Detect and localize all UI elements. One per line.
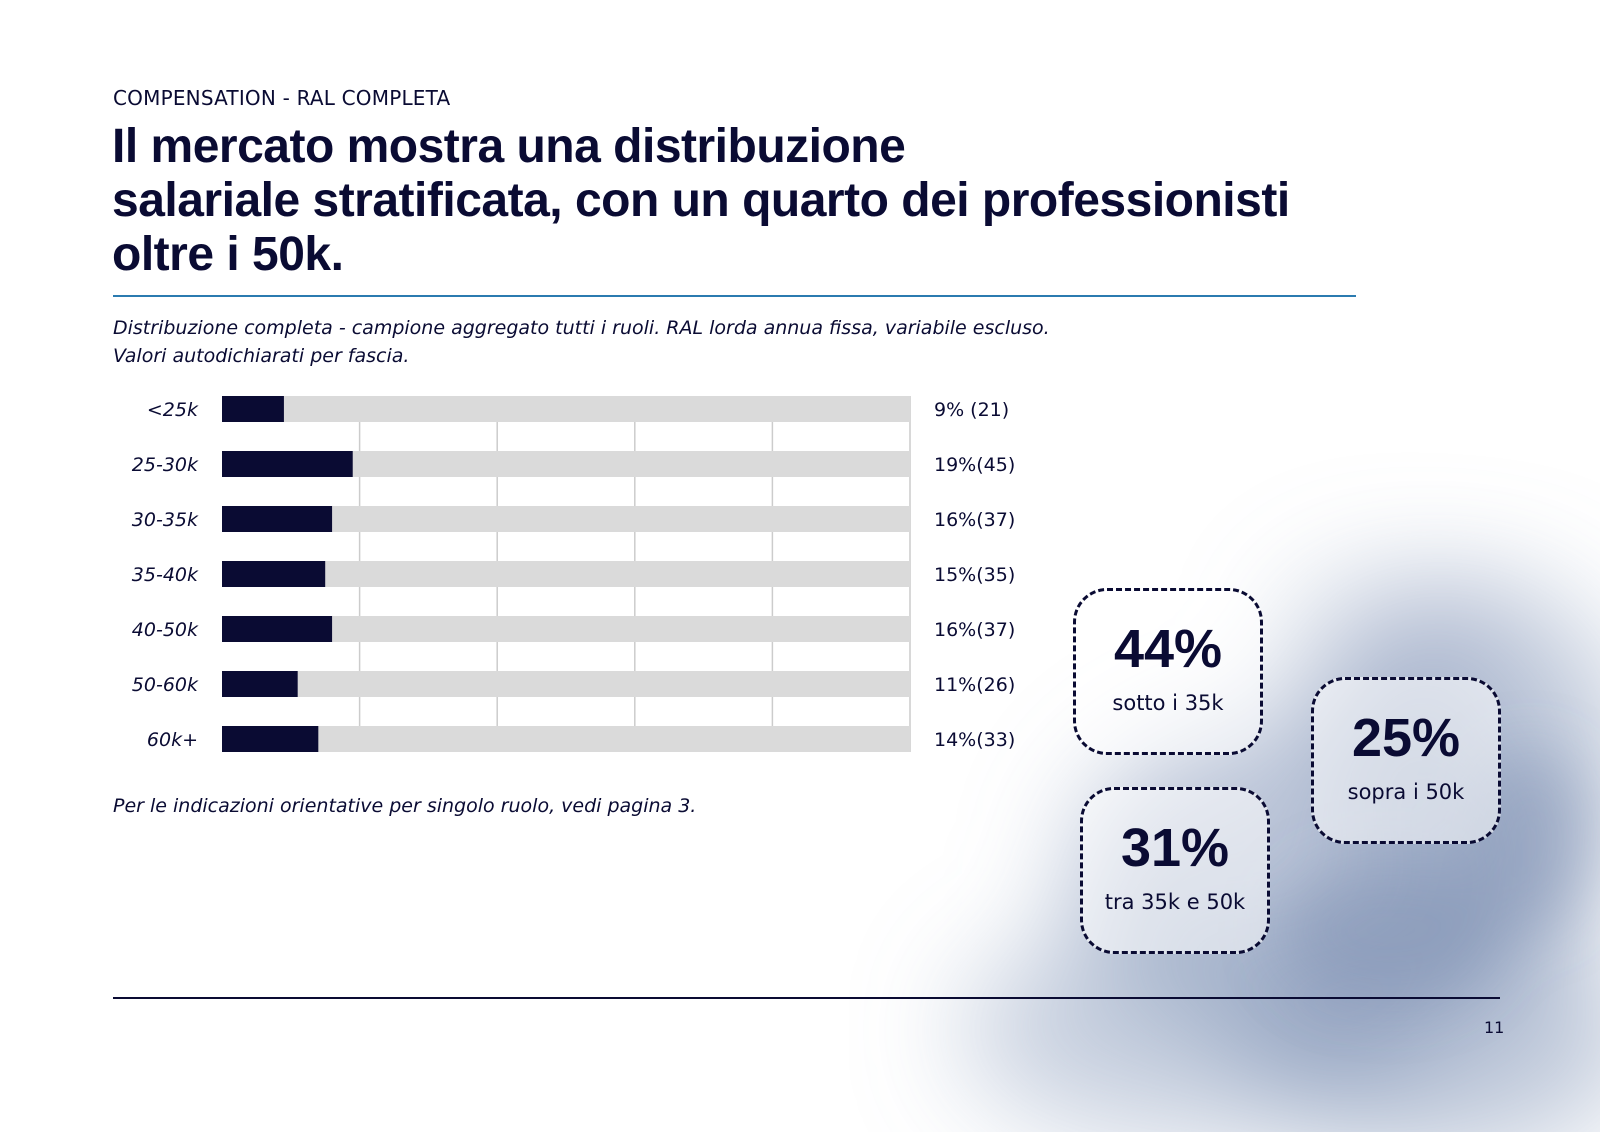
bar-track: [222, 616, 910, 642]
category-label: 25-30k: [132, 454, 199, 476]
bar: [222, 396, 284, 422]
subtitle-line-1: Distribuzione completa - campione aggreg…: [113, 317, 1050, 339]
subtitle-line-2: Valori autodichiarati per fascia.: [113, 345, 410, 367]
section-eyebrow: COMPENSATION - RAL COMPLETA: [113, 86, 451, 110]
bar: [222, 506, 333, 532]
stat-card-below-35k: 44% sotto i 35k: [1073, 588, 1263, 755]
category-label: 30-35k: [132, 509, 199, 531]
title-line-2: salariale stratificata, con un quarto de…: [112, 174, 1290, 227]
bar-track: [222, 671, 910, 697]
data-label: 16%(37): [934, 509, 1015, 531]
data-label: 14%(33): [934, 729, 1015, 751]
page-title: Il mercato mostra una distribuzione sala…: [112, 120, 1412, 282]
category-label: 35-40k: [132, 564, 199, 586]
bar-track: [222, 506, 910, 532]
category-label: 60k+: [147, 729, 198, 751]
page-number: 11: [1484, 1018, 1505, 1037]
category-label: <25k: [147, 399, 199, 421]
bar: [222, 671, 298, 697]
title-line-1: Il mercato mostra una distribuzione: [112, 120, 906, 173]
data-label: 11%(26): [934, 674, 1015, 696]
data-label: 9% (21): [934, 399, 1009, 421]
category-label: 40-50k: [132, 619, 199, 641]
stat-label: sopra i 50k: [1347, 780, 1465, 804]
title-divider: [113, 295, 1356, 297]
bar: [222, 451, 353, 477]
stat-card-above-50k: 25% sopra i 50k: [1311, 677, 1501, 844]
data-label: 15%(35): [934, 564, 1015, 586]
bar-track: [222, 561, 910, 587]
bar: [222, 616, 333, 642]
category-label: 50-60k: [132, 674, 199, 696]
stat-value: 25%: [1351, 708, 1461, 768]
stat-card-35k-50k: 31% tra 35k e 50k: [1080, 787, 1270, 954]
stat-value: 31%: [1120, 818, 1230, 878]
bar: [222, 561, 326, 587]
bar-track: [222, 396, 910, 422]
data-label: 19%(45): [934, 454, 1015, 476]
title-line-3: oltre i 50k.: [112, 228, 344, 281]
footnote: Per le indicazioni orientative per singo…: [113, 795, 697, 817]
stat-label: tra 35k e 50k: [1104, 890, 1246, 914]
data-label: 16%(37): [934, 619, 1015, 641]
bar-track: [222, 726, 910, 752]
footer-divider: [113, 997, 1500, 999]
chart-subtitle: Distribuzione completa - campione aggreg…: [113, 314, 1213, 370]
stat-value: 44%: [1113, 619, 1223, 679]
stat-label: sotto i 35k: [1112, 691, 1224, 715]
bar: [222, 726, 319, 752]
